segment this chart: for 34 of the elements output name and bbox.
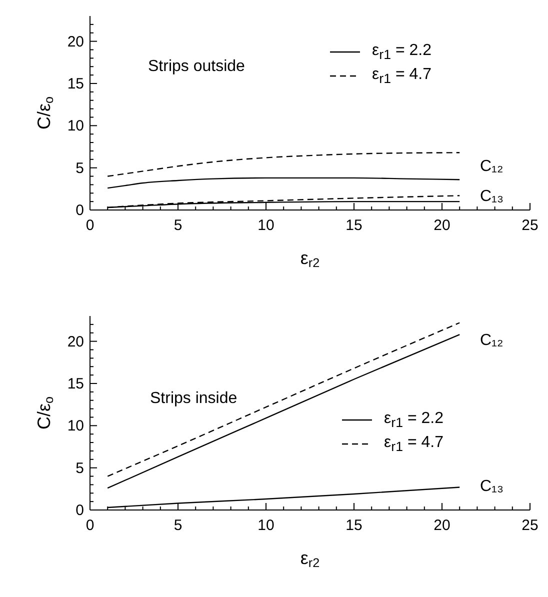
- annotation: Strips inside: [150, 390, 238, 408]
- legend-label: ε$_{r1}$ = 4.7: [372, 66, 432, 86]
- x-tick-label: 10: [258, 517, 274, 534]
- y-tick-label: 15: [67, 375, 84, 392]
- x-tick-label: 15: [346, 217, 362, 234]
- x-axis-title: ε$_{r2}$: [300, 248, 320, 270]
- line-series: [107, 152, 460, 177]
- x-tick-label: 20: [434, 217, 450, 234]
- x-tick-label: 15: [346, 517, 362, 534]
- line-series: [107, 177, 460, 189]
- x-tick-label: 5: [174, 217, 182, 234]
- y-tick-label: 15: [67, 75, 84, 92]
- legend-label: ε$_{r1}$ = 2.2: [384, 410, 444, 430]
- y-tick-label: 20: [67, 33, 84, 50]
- x-axis-title: ε$_{r2}$: [300, 548, 320, 570]
- y-tick-label: 5: [76, 160, 84, 177]
- y-tick-label: 0: [76, 202, 84, 219]
- x-tick-label: 25: [522, 517, 538, 534]
- y-tick-label: 0: [76, 502, 84, 519]
- y-tick-label: 5: [76, 460, 84, 477]
- annotation: C₁₂: [480, 332, 504, 350]
- legend-label: ε$_{r1}$ = 4.7: [384, 434, 444, 454]
- x-tick-label: 5: [174, 517, 182, 534]
- annotation: C₁₃: [480, 478, 504, 496]
- annotation: C₁₃: [480, 188, 504, 206]
- x-tick-label: 20: [434, 517, 450, 534]
- annotation: C₁₂: [480, 158, 504, 176]
- x-tick-label: 10: [258, 217, 274, 234]
- annotation: Strips outside: [148, 58, 245, 76]
- y-tick-label: 10: [67, 418, 84, 435]
- y-tick-label: 10: [67, 118, 84, 135]
- y-tick-label: 20: [67, 333, 84, 350]
- legend-label: ε$_{r1}$ = 2.2: [372, 42, 432, 62]
- x-tick-label: 25: [522, 217, 538, 234]
